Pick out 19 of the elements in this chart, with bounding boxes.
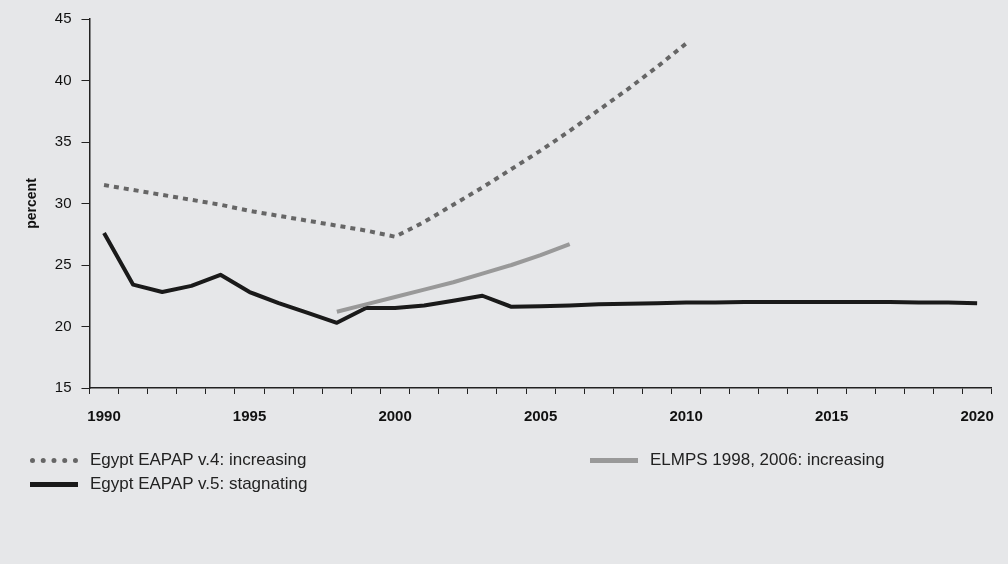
legend-label: ELMPS 1998, 2006: increasing <box>650 450 885 470</box>
x-tick-label: 1995 <box>232 407 267 425</box>
x-tick-label: 2000 <box>378 407 412 425</box>
y-axis-title: percent <box>23 177 40 229</box>
y-tick-label: 35 <box>54 132 72 150</box>
legend-label: Egypt EAPAP v.5: stagnating <box>90 474 308 494</box>
legend-label: Egypt EAPAP v.4: increasing <box>90 450 307 470</box>
line-series <box>102 41 689 239</box>
x-tick-label: 1990 <box>87 407 121 425</box>
x-tick-label: 2020 <box>960 407 994 425</box>
x-tick-label: 2015 <box>814 407 849 425</box>
y-tick-label: 25 <box>54 255 72 273</box>
y-tick-label: 45 <box>54 9 72 27</box>
y-tick-label: 30 <box>54 193 72 211</box>
y-tick-label: 20 <box>54 316 72 334</box>
y-tick-label: 15 <box>54 378 72 396</box>
y-tick-label: 40 <box>54 70 72 88</box>
x-tick-label: 2010 <box>669 407 703 425</box>
x-tick-label: 2005 <box>523 407 558 425</box>
